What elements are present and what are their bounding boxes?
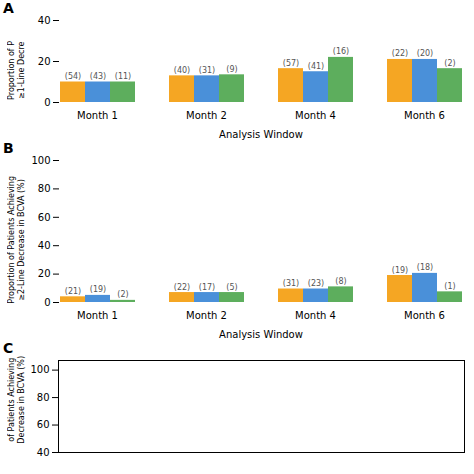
svg-text:(43): (43) [90,72,106,81]
svg-text:40: 40 [38,240,51,251]
svg-text:80: 80 [37,392,50,403]
svg-text:Month 4: Month 4 [295,110,336,121]
svg-text:100: 100 [31,155,50,166]
html-text:Proportion of Patients Achievi: Proportion of Patients Achieving ≥2-Line… [7,176,26,304]
svg-text:(11): (11) [115,72,131,81]
svg-text:60: 60 [38,212,51,223]
svg-text:(8): (8) [335,277,346,286]
svg-text:60: 60 [37,419,50,430]
svg-text:(57): (57) [283,59,299,68]
svg-text:Month 2: Month 2 [186,110,227,121]
svg-text:Month 2: Month 2 [186,310,227,321]
svg-text:20: 20 [38,56,51,67]
svg-text:(18): (18) [417,263,433,272]
svg-text:Month 1: Month 1 [77,110,118,121]
svg-text:Month 1: Month 1 [77,310,118,321]
svg-text:(22): (22) [174,283,190,292]
html-text:A: A [3,0,14,16]
html-text:B: B [3,140,14,156]
html-text:Proportion of P ≥1-Line Decre: Proportion of P ≥1-Line Decre [7,40,26,100]
svg-text:(9): (9) [226,65,237,74]
svg-text:0: 0 [44,297,50,308]
svg-text:(1): (1) [444,282,455,291]
svg-text:(22): (22) [392,49,408,58]
html-text:of Patients Achieving Decrease: of Patients Achieving Decrease in BCVA (… [7,356,26,444]
svg-text:40: 40 [37,447,50,458]
svg-text:(19): (19) [392,266,408,275]
svg-text:(21): (21) [65,287,81,296]
svg-text:(2): (2) [444,59,455,68]
svg-text:(31): (31) [199,66,215,75]
svg-text:(23): (23) [308,279,324,288]
svg-text:40: 40 [38,15,51,26]
svg-text:20: 20 [38,268,51,279]
svg-text:0: 0 [44,97,50,108]
svg-text:(40): (40) [174,66,190,75]
svg-text:(31): (31) [283,279,299,288]
svg-text:100: 100 [30,364,49,375]
html-text:C: C [3,340,14,356]
svg-text:Month 6: Month 6 [404,110,445,121]
svg-text:(16): (16) [333,47,349,56]
svg-text:Month 4: Month 4 [295,310,336,321]
svg-text:Analysis Window: Analysis Window [219,129,303,140]
svg-text:(20): (20) [417,49,433,58]
svg-text:(19): (19) [90,285,106,294]
svg-text:(5): (5) [226,283,237,292]
svg-text:Analysis Window: Analysis Window [219,329,303,340]
svg-text:(2): (2) [117,290,128,299]
svg-text:Month 6: Month 6 [404,310,445,321]
svg-text:(17): (17) [199,283,215,292]
svg-text:(54): (54) [65,72,81,81]
svg-text:(41): (41) [308,62,324,71]
svg-text:80: 80 [38,183,51,194]
